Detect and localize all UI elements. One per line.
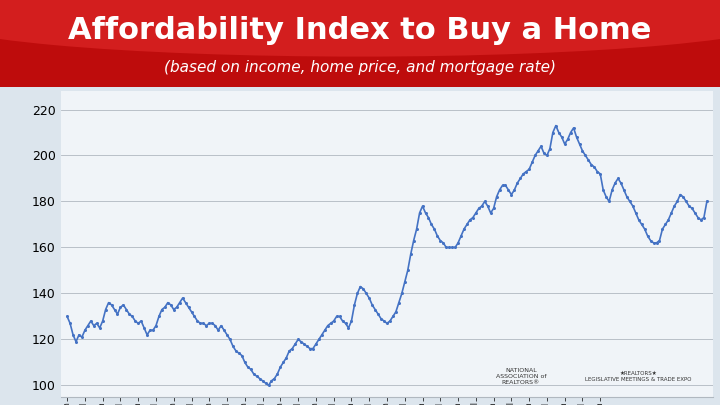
Text: ★REALTORS★
LEGISLATIVE MEETINGS & TRADE EXPO: ★REALTORS★ LEGISLATIVE MEETINGS & TRADE … — [585, 371, 691, 382]
Text: NATIONAL
ASSOCIATION of
REALTORS®: NATIONAL ASSOCIATION of REALTORS® — [496, 369, 546, 385]
Text: Affordability Index to Buy a Home: Affordability Index to Buy a Home — [68, 16, 652, 45]
Text: (based on income, home price, and mortgage rate): (based on income, home price, and mortga… — [164, 60, 556, 75]
Ellipse shape — [0, 0, 720, 57]
